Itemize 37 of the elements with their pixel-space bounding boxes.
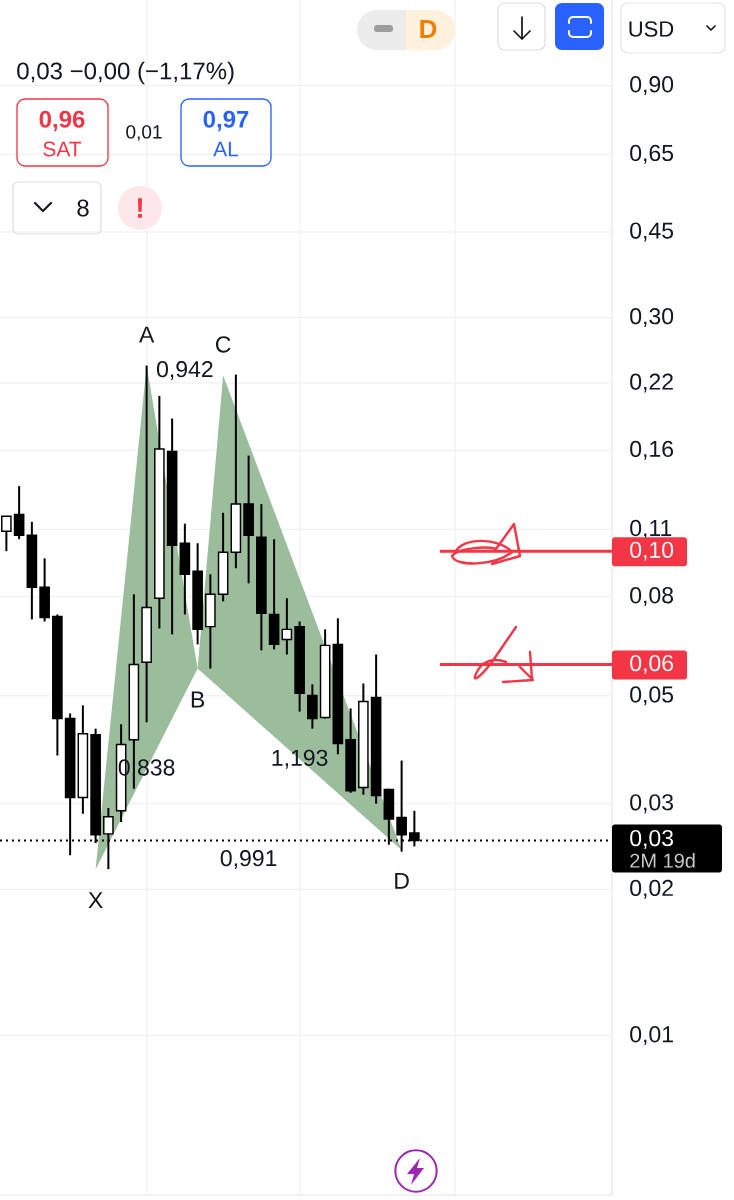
data-label: X [88, 892, 103, 909]
y-tick-label: 0,45 [630, 222, 674, 242]
annotation: AL [213, 141, 239, 157]
ref-line-label: 0,10 [630, 541, 674, 561]
annotation: 0,97 [203, 110, 249, 132]
text: USD [629, 21, 674, 37]
annotation: 8 [77, 199, 89, 217]
annotation: 0,991 [220, 850, 277, 870]
annotation: 0,96 [39, 110, 85, 132]
y-tick-label: 0,90 [630, 76, 674, 96]
data-label: C [215, 336, 231, 353]
data-label: B [191, 691, 205, 708]
y-tick-label: 0,65 [630, 144, 674, 164]
candlestick [1, 515, 12, 553]
y-tick-label: 0,22 [630, 373, 673, 393]
text: 2M 19d [630, 853, 695, 868]
y-tick-label: 0,08 [630, 587, 674, 607]
data-label: A [138, 326, 155, 343]
annotation: ! [137, 198, 142, 218]
candlestick [307, 683, 318, 730]
y-tick-label: 0,16 [630, 440, 673, 460]
candlestick [281, 597, 293, 656]
annotation: 0,03 −0,00 (−1,17%) [17, 61, 234, 85]
annotation: D [420, 20, 437, 38]
y-tick-label: 0,01 [630, 1026, 673, 1046]
annotation: 0,01 [126, 125, 162, 141]
y-tick-label: 0,05 [630, 686, 674, 706]
data-label: D [395, 872, 409, 889]
y-tick-label: 0,03 [630, 794, 673, 814]
y-tick-label: 0,11 [630, 519, 672, 539]
annotation: 1,193 [272, 749, 328, 769]
annotation: SAT [43, 141, 82, 157]
annotation: 0,942 [156, 361, 213, 381]
ref-line-label: 0,06 [630, 654, 673, 674]
y-tick-label: 0,02 [630, 879, 673, 899]
y-tick-label: 0,30 [630, 308, 674, 328]
candlestick [13, 485, 25, 541]
